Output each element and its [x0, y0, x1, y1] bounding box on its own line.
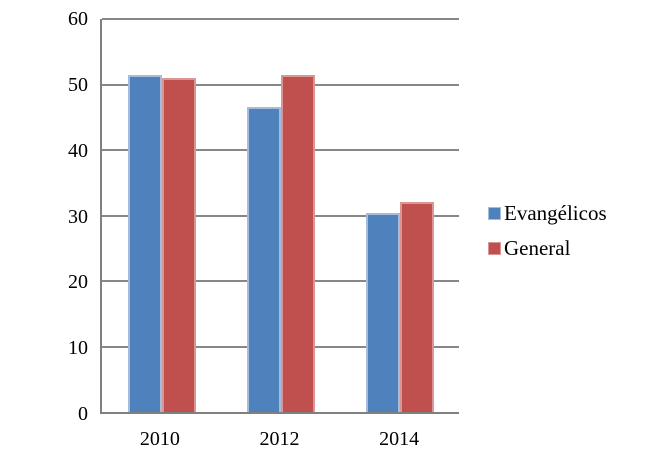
- y-tick-label-30: 30: [68, 205, 88, 228]
- bar-evangelicos-2014: [365, 212, 400, 412]
- y-tick-label-10: 10: [68, 337, 88, 360]
- y-tick-label-0: 0: [78, 403, 88, 425]
- bar-general-2012: [280, 75, 315, 412]
- y-tick-label-50: 50: [68, 73, 88, 96]
- y-axis: 0 10 20 30 40 50 60: [30, 9, 88, 424]
- gridline-60: [102, 18, 459, 20]
- legend-swatch-icon: [488, 241, 501, 255]
- x-axis: 2010 2012 2014: [100, 429, 459, 449]
- legend-label: General: [504, 235, 571, 260]
- bar-group-2014: [340, 19, 459, 412]
- y-tick-label-60: 60: [68, 8, 88, 30]
- x-tick-label-2012: 2012: [259, 428, 300, 450]
- bar-group-2010: [102, 19, 221, 412]
- legend: Evangélicos General: [488, 202, 607, 259]
- bar-evangelicos-2010: [127, 74, 162, 412]
- plot-area: [100, 18, 459, 414]
- legend-item-evangelicos: Evangélicos: [488, 202, 607, 224]
- y-tick-label-40: 40: [68, 139, 88, 162]
- bar-groups: [102, 19, 459, 412]
- x-tick-label-2014: 2014: [379, 428, 420, 450]
- legend-item-general: General: [488, 237, 607, 259]
- bar-evangelicos-2012: [246, 107, 281, 412]
- legend-swatch-icon: [488, 206, 501, 220]
- y-tick-label-20: 20: [68, 271, 88, 294]
- bar-group-2012: [221, 19, 340, 412]
- bar-general-2010: [161, 77, 196, 412]
- x-tick-label-2010: 2010: [139, 428, 180, 450]
- bar-general-2014: [399, 201, 434, 412]
- legend-label: Evangélicos: [504, 200, 607, 225]
